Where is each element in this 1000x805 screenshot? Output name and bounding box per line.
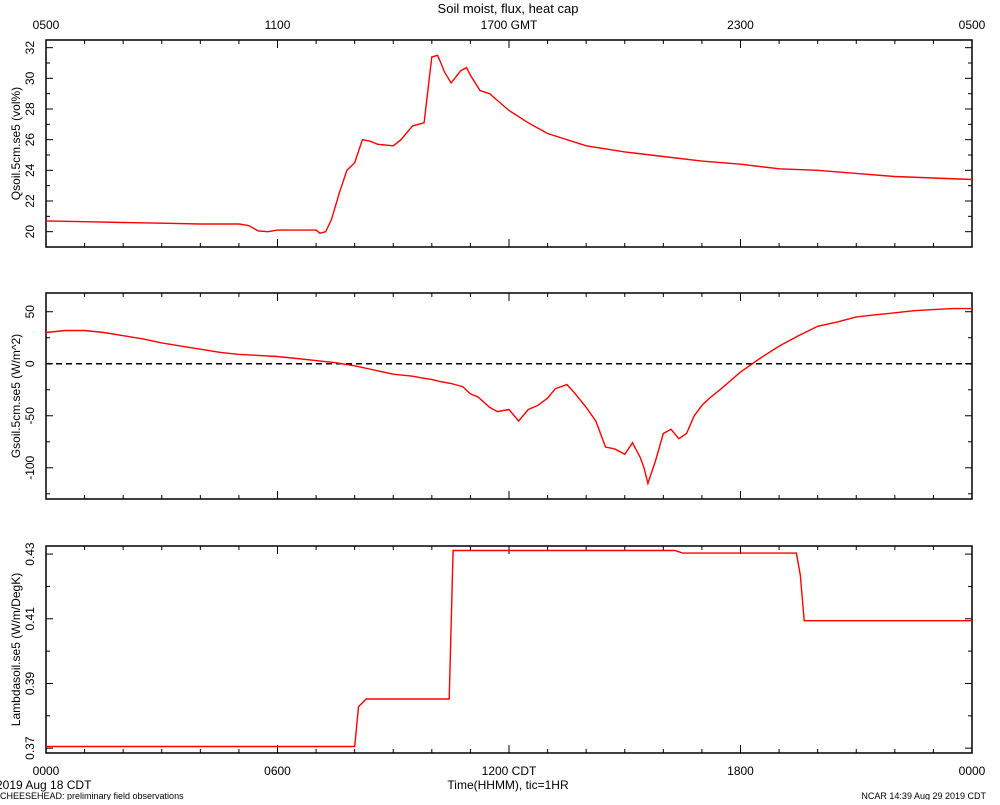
bottom-tick-label: 0000 (33, 764, 60, 778)
bottom-tick-label: 0600 (264, 764, 291, 778)
y-tick-label: -100 (23, 455, 37, 479)
y-tick-label: 32 (23, 41, 37, 55)
series-line (46, 549, 972, 748)
top-tick-label: 2300 (727, 18, 754, 32)
series-line (45, 307, 972, 486)
project-note: CHEESEHEAD: preliminary field observatio… (0, 791, 184, 800)
panel-frame (45, 39, 973, 248)
top-tick-label: 1100 (265, 18, 291, 32)
top-tick-label: 1700 GMT (481, 18, 538, 32)
top-tick-label: 0500 (33, 18, 60, 32)
y-axis-label: Qsoil.5cm.se5 (vol%) (9, 87, 23, 200)
y-tick-label: 0.43 (23, 542, 37, 566)
panel-1: 20 22 24 26 28 30 32 Qsoil.5cm.se5 (vol%) (9, 39, 973, 248)
chart-title: Soil moist, flux, heat cap (438, 1, 579, 16)
credit-text: NCAR 14:39 Aug 29 2019 CDT (861, 791, 986, 800)
bottom-tick-label: 0000 (959, 764, 986, 778)
top-time-axis: 0500 1100 1700 GMT 2300 0500 (33, 18, 986, 32)
y-tick-label: 30 (23, 71, 37, 85)
y-tick-label: 26 (23, 133, 37, 147)
y-tick-label: 22 (23, 194, 37, 208)
y-tick-label: 20 (23, 225, 37, 239)
y-tick-label: 0.37 (23, 736, 37, 760)
y-tick-label: 28 (23, 102, 37, 116)
x-axis-label: Time(HHMM), tic=1HR (447, 778, 569, 792)
series-line (45, 54, 973, 234)
top-tick-label: 0500 (959, 18, 986, 32)
y-axis-label: Lambdasoil.se5 (W/m/DegK) (9, 573, 23, 726)
bottom-tick-label: 1200 CDT (482, 764, 537, 778)
y-tick-label: 50 (23, 305, 37, 319)
chart-panels: 20 22 24 26 28 30 32 Qsoil.5cm.se5 (vol%) 50 0 -50… (9, 39, 973, 760)
y-tick-label: 0.39 (23, 671, 37, 695)
y-tick-label: -50 (23, 407, 37, 425)
y-axis-label: Gsoil.5cm.se5 (W/m^2) (9, 334, 23, 458)
panel-frame (45, 545, 973, 754)
bottom-tick-label: 1800 (727, 764, 754, 778)
panel-frame (45, 292, 973, 500)
y-tick-label: 0.41 (23, 607, 37, 631)
date-label: 2019 Aug 18 CDT (0, 778, 92, 792)
bottom-time-axis: 0000 0600 1200 CDT 1800 0000 (33, 764, 986, 778)
y-tick-label: 24 (23, 163, 37, 177)
y-tick-label: 0 (23, 360, 37, 367)
